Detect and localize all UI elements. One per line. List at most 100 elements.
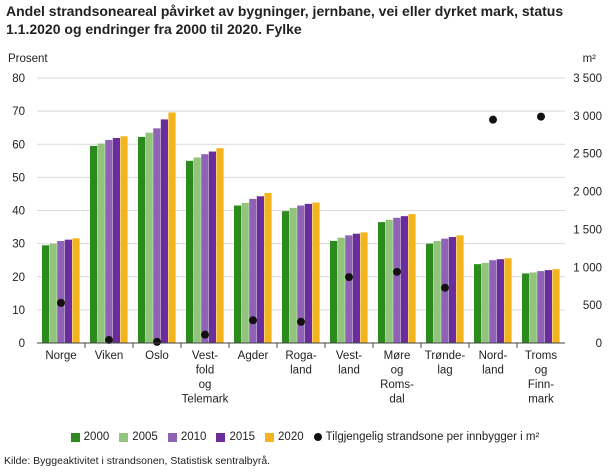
- legend-label: Tilgjengelig strandsone per innbygger i …: [325, 431, 540, 443]
- legend-swatch: [70, 432, 80, 442]
- bar-2005: [97, 143, 105, 343]
- x-tick-label: og: [535, 365, 548, 377]
- bar-2000: [378, 222, 386, 343]
- y-tick-label: 10: [12, 305, 25, 317]
- y-axis-label: Prosent: [8, 53, 48, 65]
- scatter-point: [297, 317, 305, 326]
- bar-2000: [474, 264, 482, 343]
- bar-2005: [481, 262, 489, 343]
- x-tick-label: land: [482, 365, 504, 377]
- scatter-point: [393, 267, 401, 276]
- bar-2015: [64, 239, 72, 343]
- x-tick-label: land: [338, 365, 360, 377]
- bar-2010: [153, 128, 161, 343]
- x-tick-label: Møre: [384, 350, 411, 362]
- legend-swatch: [167, 432, 177, 442]
- bar-2020: [120, 136, 128, 343]
- legend-item-2000: 2000: [70, 431, 110, 443]
- bar-2010: [297, 205, 305, 343]
- bar-2010: [345, 235, 353, 343]
- bar-2020: [360, 232, 368, 343]
- x-tick-label: Roms-: [380, 379, 414, 391]
- legend-item-2015: 2015: [216, 431, 255, 443]
- y2-tick-label: 3 000: [573, 111, 602, 123]
- x-tick-label: fold: [196, 365, 215, 377]
- bar-2000: [42, 245, 50, 343]
- bar-2015: [256, 196, 264, 343]
- scatter-point: [153, 337, 161, 346]
- bar-2020: [216, 148, 224, 343]
- bar-2000: [90, 145, 98, 343]
- bar-2010: [489, 260, 497, 343]
- chart-plot: 0 10 20 30 40 50 60 70 80 0 500 1 000 1 500 2 000 2 50…: [8, 53, 602, 406]
- x-tick-label: lag: [437, 365, 452, 377]
- bar-2000: [282, 211, 290, 343]
- legend-label: 2005: [132, 431, 158, 443]
- bar-2015: [352, 233, 360, 343]
- scatter-point: [537, 112, 545, 121]
- x-tick-label: Telemark: [182, 394, 229, 406]
- x-tick-label: Trønde-: [425, 350, 466, 362]
- bar-2000: [138, 136, 146, 343]
- y-tick-label: 50: [12, 172, 25, 184]
- bar-2010: [201, 154, 209, 343]
- bar-2005: [529, 272, 537, 343]
- legend-item-2005: 2005: [119, 431, 158, 443]
- source-note: Kilde: Byggeaktivitet i strandsonen, Sta…: [4, 455, 271, 467]
- legend-item-scatter: Tilgjengelig strandsone per innbygger i …: [313, 431, 540, 443]
- bar-2000: [234, 205, 242, 343]
- bar-2015: [400, 216, 408, 343]
- scatter-points: [57, 112, 545, 346]
- bar-2005: [49, 243, 57, 343]
- axes: 0 10 20 30 40 50 60 70 80 0 500 1 000 1 500 2 000 2 50…: [12, 73, 602, 406]
- x-tick-label: og: [391, 365, 404, 377]
- legend-item-2020: 2020: [265, 431, 304, 443]
- bar-2015: [448, 237, 456, 343]
- y2-axis-label: m²: [583, 53, 597, 65]
- legend-swatch: [119, 432, 129, 442]
- bar-2005: [433, 240, 441, 343]
- y-tick-label: 0: [19, 338, 25, 350]
- x-tick-label: Troms: [525, 350, 557, 362]
- y-tick-label: 30: [12, 239, 25, 251]
- bar-2000: [522, 273, 530, 343]
- bar-2010: [249, 198, 257, 343]
- x-tick-label: Finn-: [528, 379, 554, 391]
- legend-swatch: [216, 432, 226, 442]
- scatter-point: [345, 273, 353, 282]
- scatter-point: [249, 316, 257, 325]
- bar-2020: [408, 214, 416, 343]
- x-tick-label: Norge: [45, 350, 76, 362]
- bar-2020: [456, 235, 464, 343]
- bar-2015: [496, 259, 504, 343]
- bar-2020: [168, 112, 176, 343]
- scatter-point: [201, 330, 209, 339]
- bar-2005: [385, 219, 393, 343]
- bar-2005: [193, 157, 201, 343]
- x-tick-label: land: [290, 365, 312, 377]
- bar-2020: [264, 192, 272, 343]
- bar-2020: [552, 269, 560, 343]
- bar-2015: [544, 270, 552, 343]
- y-tick-label: 40: [12, 206, 25, 218]
- y2-tick-label: 1 000: [573, 262, 602, 274]
- x-tick-label: dal: [389, 394, 404, 406]
- bar-2015: [304, 203, 312, 343]
- scatter-point: [489, 115, 497, 124]
- x-tick-label: Oslo: [145, 350, 169, 362]
- bar-2020: [312, 202, 320, 343]
- legend-item-2010: 2010: [167, 431, 206, 443]
- legend-label: 2020: [278, 431, 304, 443]
- bar-2015: [160, 119, 168, 343]
- y-tick-label: 20: [12, 272, 25, 284]
- y2-tick-label: 500: [583, 300, 602, 312]
- legend-label: 2000: [83, 431, 110, 443]
- bar-2020: [72, 238, 80, 343]
- x-tick-label: Roga-: [285, 350, 316, 362]
- chart-title: Andel strandsoneareal påvirket av bygnin…: [6, 3, 564, 37]
- bar-2000: [426, 243, 434, 343]
- scatter-point: [105, 335, 113, 344]
- bar-2005: [145, 132, 153, 343]
- bar-2015: [208, 151, 216, 343]
